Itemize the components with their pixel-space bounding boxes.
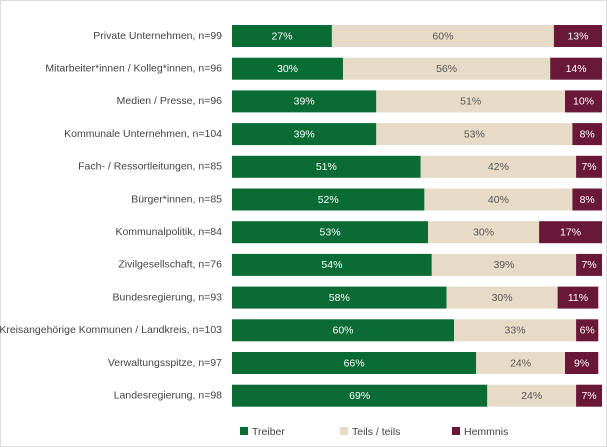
- bar-segment: [565, 352, 599, 374]
- value-label: 30%: [492, 292, 513, 304]
- value-label: 66%: [344, 357, 365, 369]
- value-label: 39%: [294, 96, 315, 108]
- value-label: 8%: [580, 194, 595, 206]
- bar-segment: [232, 123, 377, 146]
- value-label: 7%: [581, 259, 596, 271]
- value-label: 13%: [567, 30, 588, 42]
- bar-segment: [376, 123, 573, 146]
- bar-segment: [576, 319, 599, 342]
- bar-segment: [232, 352, 477, 374]
- value-label: 40%: [488, 194, 509, 206]
- bar-segment: [431, 253, 577, 276]
- value-label: 56%: [436, 63, 457, 75]
- value-label: 33%: [505, 325, 526, 337]
- value-label: 11%: [568, 292, 588, 304]
- bar-segment: [232, 155, 421, 178]
- value-label: 58%: [329, 292, 350, 304]
- category-label: Kommunale Unternehmen, n=104: [64, 128, 222, 140]
- value-label: 60%: [432, 30, 453, 42]
- bar-segment: [476, 352, 565, 374]
- category-label: Bürger*innen, n=85: [131, 193, 222, 205]
- bar-segment: [557, 286, 599, 309]
- category-label: Kommunalpolitik, n=84: [115, 226, 222, 238]
- bar-segment: [424, 188, 573, 211]
- value-label: 7%: [581, 161, 596, 173]
- value-label: 51%: [460, 96, 481, 108]
- bar-segment: [576, 384, 602, 407]
- bar-segment: [232, 57, 343, 80]
- value-label: 14%: [566, 63, 587, 75]
- value-label: 53%: [464, 128, 485, 140]
- bar-segment: [232, 253, 432, 276]
- category-label: Medien / Presse, n=96: [117, 95, 223, 107]
- bar-segment: [553, 25, 602, 47]
- value-label: 60%: [332, 325, 353, 337]
- value-label: 17%: [560, 226, 581, 238]
- category-label: Zivilgesellschaft, n=76: [118, 259, 222, 271]
- value-label: 30%: [277, 63, 298, 75]
- value-label: 24%: [521, 390, 542, 402]
- legend-swatch: [452, 427, 460, 435]
- value-label: 52%: [318, 194, 339, 206]
- bar-segment: [232, 25, 332, 47]
- category-label: Bundesregierung, n=93: [113, 291, 223, 303]
- bar-segment: [454, 319, 577, 342]
- value-label: 10%: [573, 96, 594, 108]
- bar-segment: [572, 123, 602, 146]
- value-label: 9%: [574, 357, 589, 369]
- legend-label: Treiber: [252, 426, 285, 438]
- legend-label: Hemmnis: [464, 426, 508, 438]
- bar-segment: [565, 90, 602, 113]
- bar-segment: [487, 384, 577, 407]
- category-label: Private Unternehmen, n=99: [93, 30, 222, 42]
- value-label: 30%: [473, 226, 494, 238]
- value-label: 7%: [581, 390, 596, 402]
- bar-segment: [232, 384, 488, 407]
- bar-segment: [343, 57, 551, 80]
- bar-segment: [376, 90, 565, 113]
- bar-segment: [576, 155, 602, 178]
- category-label: Verwaltungsspitze, n=97: [108, 357, 222, 369]
- value-label: 24%: [510, 357, 531, 369]
- bar-segment: [572, 188, 602, 211]
- bar-segment: [550, 57, 602, 80]
- value-label: 53%: [320, 226, 341, 238]
- value-label: 8%: [580, 128, 595, 140]
- value-label: 39%: [493, 259, 514, 271]
- bar-segment: [232, 221, 429, 244]
- value-label: 51%: [316, 161, 337, 173]
- bar-segment: [446, 286, 558, 309]
- value-label: 6%: [580, 325, 595, 337]
- value-label: 42%: [488, 161, 509, 173]
- bar-segment: [232, 90, 377, 113]
- bar-segment: [232, 286, 447, 309]
- bar-segment: [331, 25, 554, 47]
- bar-segment: [428, 221, 540, 244]
- bar-segment: [539, 221, 602, 244]
- bar-segment: [576, 253, 602, 276]
- value-label: 54%: [321, 259, 342, 271]
- category-label: Fach- / Ressortleitungen, n=85: [78, 161, 222, 173]
- bar-segment: [420, 155, 577, 178]
- legend-swatch: [240, 427, 248, 435]
- bar-segment: [232, 319, 454, 342]
- bar-segment: [232, 188, 425, 211]
- category-label: Kreisangehörige Kommunen / Landkreis, n=…: [0, 324, 222, 336]
- value-label: 39%: [294, 128, 315, 140]
- category-label: Mitarbeiter*innen / Kolleg*innen, n=96: [45, 62, 222, 74]
- value-label: 27%: [271, 30, 292, 42]
- value-label: 69%: [349, 390, 370, 402]
- legend-label: Teils / teils: [352, 426, 400, 438]
- category-label: Landesregierung, n=98: [114, 389, 222, 401]
- legend-swatch: [340, 427, 348, 435]
